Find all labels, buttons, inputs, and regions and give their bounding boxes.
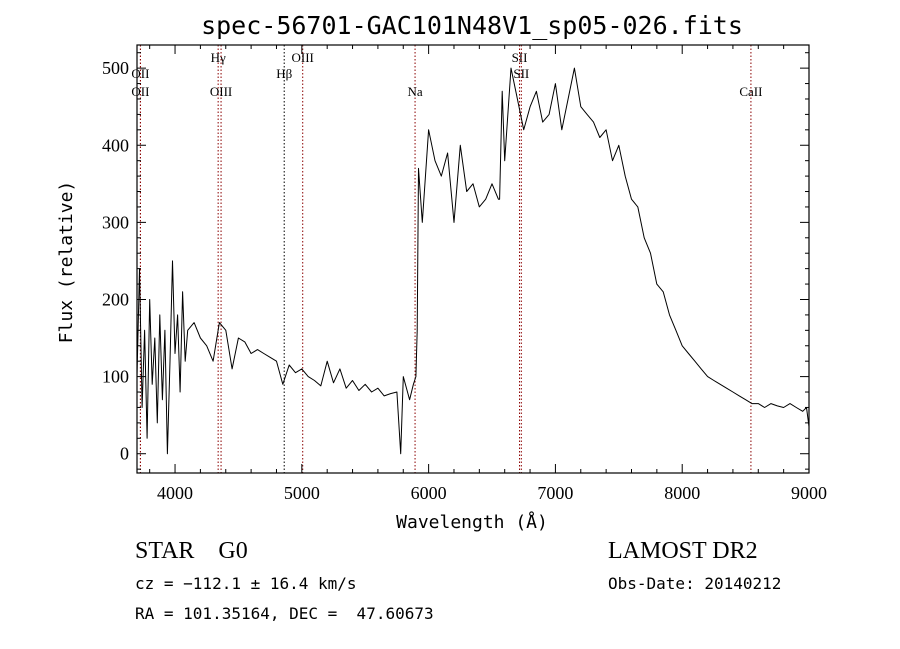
line-marker-label-4: Hβ xyxy=(276,66,292,81)
y-tick-label-3: 300 xyxy=(102,212,129,232)
line-marker-label-5: OIII xyxy=(292,50,314,65)
x-tick-label-5: 9000 xyxy=(791,483,827,503)
y-axis-title: Flux (relative) xyxy=(56,181,77,344)
observation-date: Obs-Date: 20140212 xyxy=(608,574,782,593)
x-axis-title: Wavelength (Å) xyxy=(396,511,548,533)
axis-ticks: 4000 5000 6000 7000 8000 9000 0 100 200 300 400 500 xyxy=(102,45,827,503)
chart-title: spec-56701-GAC101N48V1_sp05-026.fits xyxy=(201,11,743,40)
survey-name: LAMOST DR2 xyxy=(608,538,758,564)
object-class: STAR G0 xyxy=(135,538,248,564)
y-tick-label-2: 200 xyxy=(102,289,129,309)
line-marker-label-3: OIII xyxy=(210,84,232,99)
plot-frame xyxy=(136,44,810,474)
y-tick-label-5: 500 xyxy=(102,58,129,78)
x-tick-label-1: 5000 xyxy=(284,483,320,503)
x-tick-label-0: 4000 xyxy=(157,483,193,503)
x-tick-label-2: 6000 xyxy=(411,483,447,503)
y-tick-label-1: 100 xyxy=(102,367,129,387)
line-marker-label-2: Hγ xyxy=(211,50,226,65)
y-tick-label-0: 0 xyxy=(120,444,129,464)
spectrum-line-0 xyxy=(136,67,810,455)
redshift-velocity: cz = −112.1 ± 16.4 km/s xyxy=(135,574,357,593)
line-marker-label-6: Na xyxy=(407,84,422,99)
x-tick-label-4: 8000 xyxy=(664,483,700,503)
line-marker-label-7: SII xyxy=(512,50,528,65)
series-group xyxy=(136,67,810,455)
line-marker-label-8: SII xyxy=(513,66,529,81)
line-marker-label-9: CaII xyxy=(739,84,762,99)
coordinates: RA = 101.35164, DEC = 47.60673 xyxy=(135,604,434,623)
line-marker-label-1: OII xyxy=(131,84,149,99)
y-tick-label-4: 400 xyxy=(102,135,129,155)
x-tick-label-3: 7000 xyxy=(537,483,573,503)
